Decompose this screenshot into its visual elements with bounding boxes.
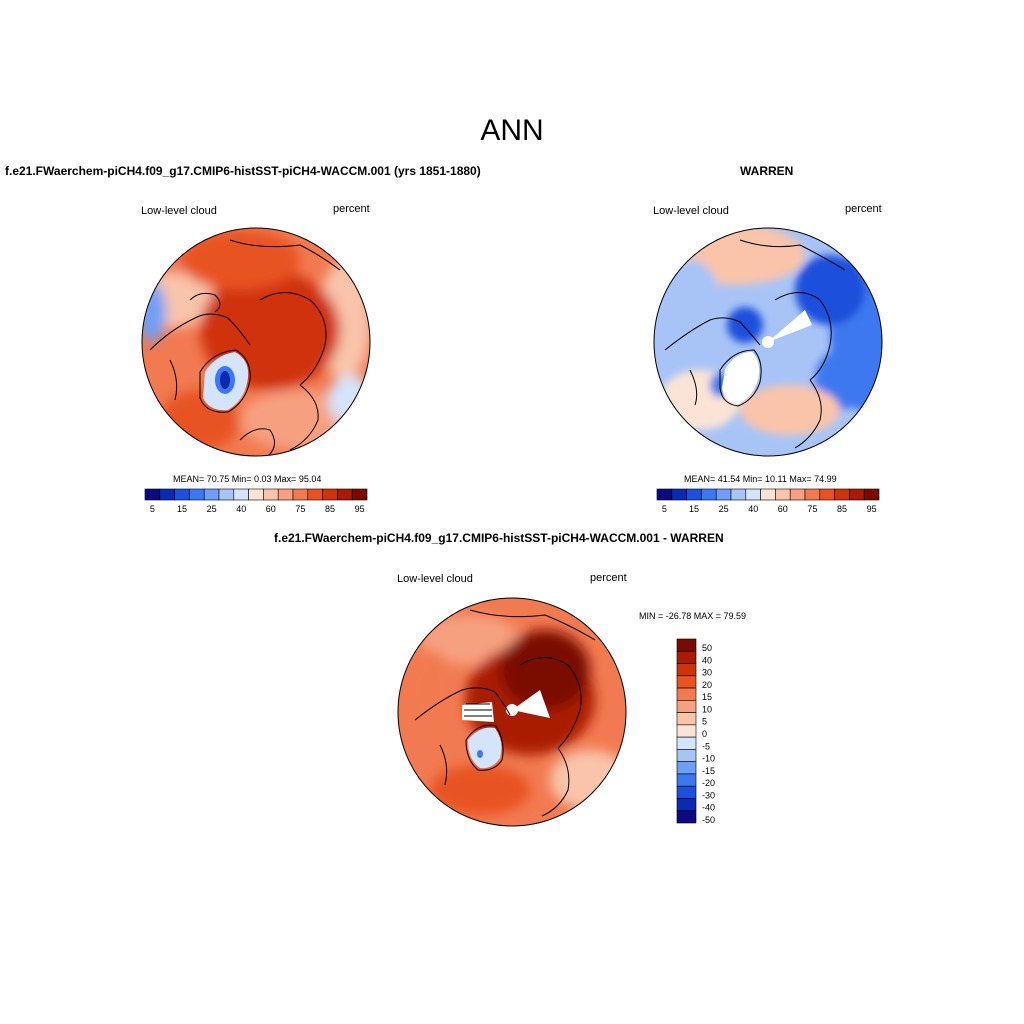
map-panel2: [653, 227, 883, 457]
colorbar1-tick-label: 60: [266, 504, 276, 514]
colorbar2-tick-label: 40: [748, 504, 758, 514]
panel2-variable-label: Low-level cloud: [653, 205, 729, 217]
colorbar3-tick-label: 15: [702, 692, 712, 702]
colorbar3-swatch: [676, 712, 697, 726]
colorbar1-swatch: [189, 488, 205, 501]
colorbar3-tick-label: 40: [702, 655, 712, 665]
colorbar3-swatch: [676, 638, 697, 652]
panel1-title: f.e21.FWaerchem-piCH4.f09_g17.CMIP6-hist…: [5, 164, 481, 178]
colorbar3-tick-label: -10: [702, 754, 715, 764]
colorbar2-swatch: [701, 488, 717, 501]
colorbar3-tick-label: -5: [702, 741, 710, 751]
colorbar2-swatch: [834, 488, 850, 501]
colorbar1-swatch: [203, 488, 220, 501]
colorbar1-swatch: [351, 488, 368, 501]
colorbar3-tick-label: -40: [702, 803, 715, 813]
colorbar3-swatch: [676, 736, 697, 750]
colorbar-panel1: 5 15 25 40 60 75 85 95: [144, 488, 368, 514]
colorbar2-swatch: [656, 488, 673, 501]
colorbar1-swatch: [263, 488, 279, 501]
colorbar2-tick-label: 5: [662, 504, 667, 514]
colorbar2-swatch: [804, 488, 821, 501]
colorbar3-swatch: [676, 761, 697, 775]
panel2-title: WARREN: [740, 164, 794, 178]
colorbar3-tick-label: 0: [702, 729, 707, 739]
colorbar3-swatch: [676, 810, 697, 824]
colorbar1-swatch: [248, 488, 264, 501]
colorbar3-tick-label: 30: [702, 668, 712, 678]
colorbar3-tick-label: 10: [702, 704, 712, 714]
colorbar1-swatch: [322, 488, 338, 501]
colorbar1-tick-label: 40: [236, 504, 246, 514]
colorbar3-tick-label: 20: [702, 680, 712, 690]
colorbar1-tick-label: 75: [295, 504, 305, 514]
colorbar1-swatch: [337, 488, 353, 501]
colorbar2-swatch: [819, 488, 835, 501]
colorbar1-swatch: [307, 488, 323, 501]
colorbar3-swatch: [676, 749, 697, 762]
colorbar3-swatch: [676, 687, 697, 701]
colorbar3-swatch: [676, 798, 697, 812]
colorbar2-tick-label: 60: [778, 504, 788, 514]
colorbar2-swatch: [863, 488, 880, 501]
colorbar2-swatch: [730, 488, 747, 501]
colorbar2-swatch: [775, 488, 791, 501]
colorbar1-swatch: [174, 488, 190, 501]
colorbar2-tick-label: 25: [719, 504, 729, 514]
panel1-stats: MEAN= 70.75 Min= 0.03 Max= 95.04: [173, 474, 322, 484]
colorbar1-tick-label: 25: [207, 504, 217, 514]
colorbar2-swatch: [715, 488, 732, 501]
colorbar3-swatch: [676, 700, 697, 713]
colorbar2-swatch: [789, 488, 806, 501]
colorbar3-swatch: [676, 675, 697, 689]
colorbar1-tick-label: 95: [355, 504, 365, 514]
colorbar2-swatch: [760, 488, 776, 501]
colorbar3-tick-label: 50: [702, 643, 712, 653]
colorbar3-tick-label: -20: [702, 778, 715, 788]
colorbar1-swatch: [233, 488, 249, 501]
colorbar3-swatch: [676, 785, 697, 799]
map-panel1: [141, 227, 371, 457]
colorbar1-tick-label: 85: [325, 504, 335, 514]
colorbar2-tick-label: 85: [837, 504, 847, 514]
colorbar1-tick-label: 15: [177, 504, 187, 514]
colorbar1-swatch: [277, 488, 294, 501]
colorbar1-swatch: [144, 488, 161, 501]
colorbar3-tick-label: -50: [702, 815, 715, 825]
colorbar3-swatch: [676, 773, 697, 787]
panel3-stats: MIN = -26.78 MAX = 79.59: [639, 611, 747, 621]
colorbar3-swatch: [676, 724, 697, 738]
colorbar2-swatch: [849, 488, 865, 501]
main-title: ANN: [480, 114, 544, 147]
colorbar3-tick-label: -15: [702, 766, 715, 776]
panel2-units-label: percent: [845, 203, 882, 215]
colorbar2-swatch: [745, 488, 761, 501]
colorbar3-tick-label: -30: [702, 790, 715, 800]
map-panel3: [397, 597, 627, 827]
panel1-variable-label: Low-level cloud: [141, 205, 217, 217]
colorbar3-swatch: [676, 663, 697, 677]
colorbar2-swatch: [671, 488, 687, 501]
colorbar2-tick-label: 95: [867, 504, 877, 514]
panel1-units-label: percent: [333, 203, 370, 215]
colorbar3-swatch: [676, 650, 697, 664]
colorbar1-tick-label: 5: [150, 504, 155, 514]
colorbar2-tick-label: 75: [807, 504, 817, 514]
panel3-variable-label: Low-level cloud: [397, 573, 473, 585]
colorbar1-swatch: [159, 488, 175, 501]
colorbar2-tick-label: 15: [689, 504, 699, 514]
panel3-units-label: percent: [590, 572, 627, 584]
colorbar1-swatch: [218, 488, 235, 501]
colorbar3-tick-label: 5: [702, 717, 707, 727]
panel3-title: f.e21.FWaerchem-piCH4.f09_g17.CMIP6-hist…: [274, 531, 724, 545]
colorbar2-swatch: [686, 488, 702, 501]
panel2-stats: MEAN= 41.54 Min= 10.11 Max= 74.99: [684, 474, 837, 484]
colorbar-panel2: 5 15 25 40 60 75 85 95: [656, 488, 880, 514]
colorbar1-swatch: [292, 488, 309, 501]
